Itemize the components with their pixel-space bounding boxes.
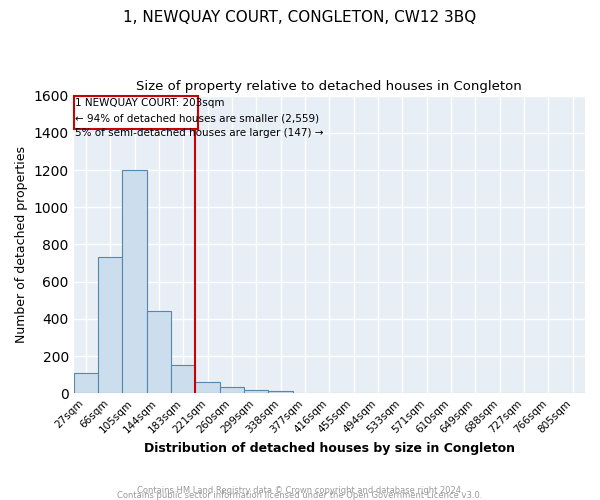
Title: Size of property relative to detached houses in Congleton: Size of property relative to detached ho… [136, 80, 522, 93]
Bar [98, 258, 122, 394]
Bar [171, 366, 196, 394]
Bar [244, 390, 268, 394]
Bar [268, 390, 293, 394]
X-axis label: Distribution of detached houses by size in Congleton: Distribution of detached houses by size … [144, 442, 515, 455]
FancyBboxPatch shape [74, 96, 199, 129]
Bar [147, 312, 171, 394]
Bar [196, 382, 220, 394]
Text: Contains public sector information licensed under the Open Government Licence v3: Contains public sector information licen… [118, 491, 482, 500]
Bar [220, 387, 244, 394]
Bar [122, 170, 147, 394]
Text: Contains HM Land Registry data © Crown copyright and database right 2024.: Contains HM Land Registry data © Crown c… [137, 486, 463, 495]
Text: 1, NEWQUAY COURT, CONGLETON, CW12 3BQ: 1, NEWQUAY COURT, CONGLETON, CW12 3BQ [124, 10, 476, 25]
Y-axis label: Number of detached properties: Number of detached properties [15, 146, 28, 343]
Bar [74, 373, 98, 394]
Text: 1 NEWQUAY COURT: 203sqm
← 94% of detached houses are smaller (2,559)
5% of semi-: 1 NEWQUAY COURT: 203sqm ← 94% of detache… [76, 98, 324, 138]
